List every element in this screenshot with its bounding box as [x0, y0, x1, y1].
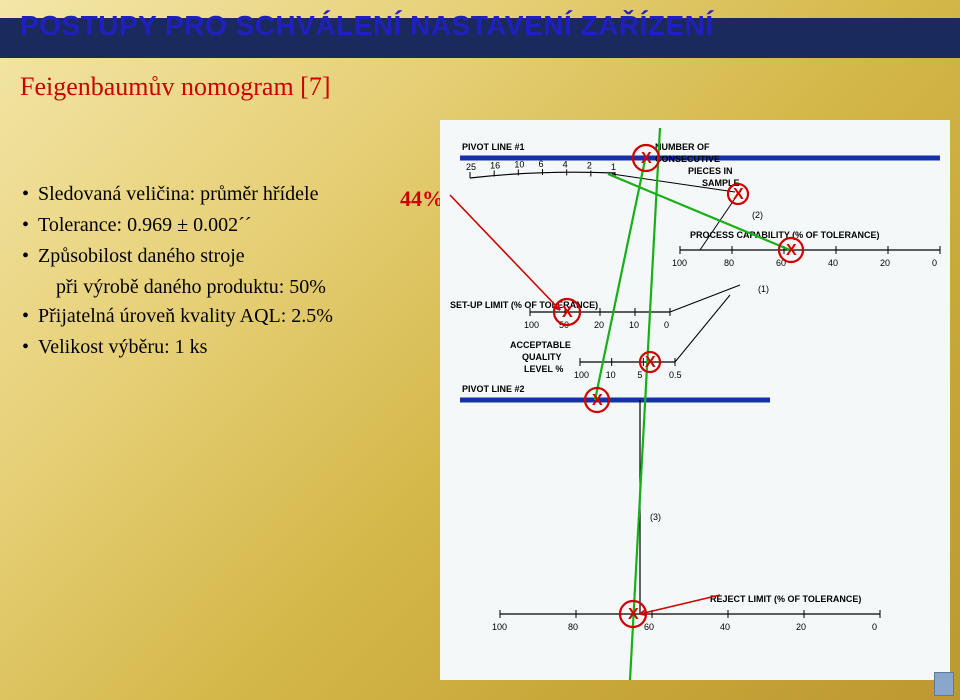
- page-title: POSTUPY PRO SCHVÁLENÍ NASTAVENÍ ZAŘÍZENÍ: [20, 10, 940, 42]
- bullet-list: Sledovaná veličina: průměr hřídele Toler…: [20, 180, 420, 364]
- svg-text:X: X: [628, 606, 639, 623]
- svg-text:100: 100: [574, 370, 589, 380]
- bullet-sample-size: Velikost výběru: 1 ks: [20, 333, 420, 362]
- nomogram-panel: PIVOT LINE #1 PIVOT LINE #2 25 16 10 6 4 2 1 N…: [440, 120, 950, 680]
- svg-text:X: X: [562, 304, 573, 321]
- num-consec-l2: CONSECUTIVE: [655, 154, 720, 164]
- svg-text:10: 10: [514, 159, 524, 169]
- corner-page-tab: [934, 672, 954, 696]
- svg-text:X: X: [641, 150, 652, 167]
- pivot1-label: PIVOT LINE #1: [462, 142, 525, 152]
- svg-text:60: 60: [644, 622, 654, 632]
- svg-text:0.5: 0.5: [669, 370, 682, 380]
- svg-text:X: X: [645, 354, 656, 371]
- red-markers: X X X X X X X: [554, 145, 803, 627]
- svg-text:16: 16: [490, 161, 500, 171]
- svg-text:40: 40: [828, 258, 838, 268]
- page-subtitle: Feigenbaumův nomogram [7]: [20, 72, 331, 102]
- node-3-label: (3): [650, 512, 661, 522]
- svg-text:2: 2: [587, 161, 592, 171]
- node-1-label: (1): [758, 284, 769, 294]
- svg-text:20: 20: [796, 622, 806, 632]
- svg-text:100: 100: [672, 258, 687, 268]
- bullet-tolerance: Tolerance: 0.969 ± 0.002´´: [20, 211, 420, 240]
- bullet-aql: Přijatelná úroveň kvality AQL: 2.5%: [20, 302, 420, 331]
- svg-text:40: 40: [720, 622, 730, 632]
- svg-text:5: 5: [637, 370, 642, 380]
- svg-text:20: 20: [594, 320, 604, 330]
- svg-text:10: 10: [629, 320, 639, 330]
- aql-label-1: ACCEPTABLE: [510, 340, 571, 350]
- link-aql-1: [675, 295, 730, 362]
- svg-text:X: X: [733, 186, 744, 203]
- svg-text:4: 4: [563, 159, 568, 169]
- svg-text:100: 100: [524, 320, 539, 330]
- bullet-capability-sub: při výrobě daného produktu: 50%: [20, 273, 420, 302]
- num-consec-l3: PIECES IN: [688, 166, 733, 176]
- svg-text:6: 6: [539, 159, 544, 169]
- pivot2-label: PIVOT LINE #2: [462, 384, 525, 394]
- aql-label-3: LEVEL %: [524, 364, 563, 374]
- svg-text:25: 25: [466, 162, 476, 172]
- svg-text:100: 100: [492, 622, 507, 632]
- proc-cap-ticks: 100806040200: [672, 246, 940, 268]
- svg-text:10: 10: [606, 370, 616, 380]
- svg-text:0: 0: [872, 622, 877, 632]
- percent-label-44: 44%: [400, 186, 444, 212]
- svg-text:20: 20: [880, 258, 890, 268]
- reject-label: REJECT LIMIT (% OF TOLERANCE): [710, 594, 861, 604]
- num-consec-l1: NUMBER OF: [655, 142, 710, 152]
- reject-ticks: 100 80 60 40 20 0: [492, 610, 880, 632]
- svg-text:0: 0: [932, 258, 937, 268]
- svg-text:80: 80: [724, 258, 734, 268]
- svg-text:1: 1: [611, 162, 616, 172]
- svg-text:X: X: [786, 242, 797, 259]
- sample-scale-ticks: 25 16 10 6 4 2 1: [466, 159, 616, 178]
- nomogram-svg: PIVOT LINE #1 PIVOT LINE #2 25 16 10 6 4 2 1 N…: [440, 120, 950, 680]
- svg-text:80: 80: [568, 622, 578, 632]
- bullet-measured-quantity: Sledovaná veličina: průměr hřídele: [20, 180, 420, 209]
- aql-label-2: QUALITY: [522, 352, 562, 362]
- node-2-label: (2): [752, 210, 763, 220]
- svg-text:X: X: [592, 392, 603, 409]
- aql-ticks: 100 10 5 0.5: [574, 358, 682, 380]
- svg-text:0: 0: [664, 320, 669, 330]
- link-setup-1: [670, 285, 740, 312]
- bullet-capability: Způsobilost daného stroje: [20, 242, 420, 271]
